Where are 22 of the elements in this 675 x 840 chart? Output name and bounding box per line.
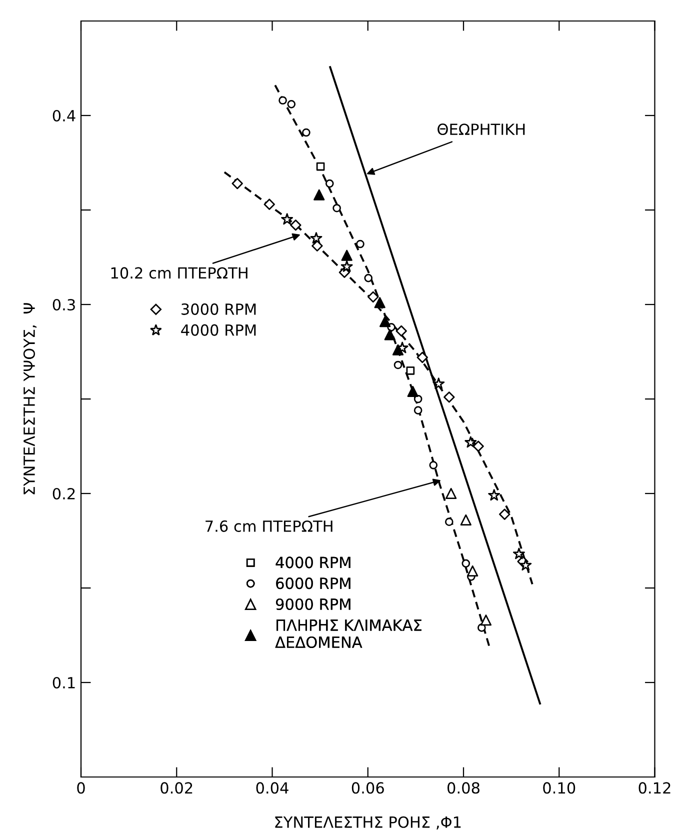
y-axis-title: ΣΥΝΤΕΛΕΣΤΗΣ ΥΨΟΥΣ, Ψ	[23, 303, 37, 494]
x-tick-label: 0	[77, 782, 85, 794]
x-tick-label: 0.02	[160, 782, 192, 794]
x-tick-label: 0.04	[256, 782, 288, 794]
x-axis-title: ΣΥΝΤΕΛΕΣΤΗΣ ΡΟΗΣ ,Φ1	[275, 816, 461, 830]
annotation: 10.2 cm ΠΤΕΡΩΤΗ	[111, 267, 248, 279]
y-tick-label: 0.3	[52, 298, 75, 311]
legend-label: ΠΛΗΡΗΣ ΚΛΙΜΑΚΑΣ ΔΕΔΟΜΕΝΑ	[275, 620, 422, 648]
x-tick-label: 0.08	[448, 782, 480, 794]
x-tick-label: 0.10	[543, 782, 576, 794]
y-tick-label: 0.4	[52, 110, 76, 122]
legend-label: 6000 RPM	[276, 578, 350, 590]
legend-label: 9000 RPM	[276, 598, 350, 610]
x-tick-label: 0.12	[638, 782, 670, 794]
annotation: ΘΕΩΡΗΤΙΚΗ	[438, 123, 525, 136]
y-tick-label: 0.2	[52, 488, 75, 500]
x-tick-label: 0.06	[352, 782, 384, 794]
legend-label: 4000 RPM	[276, 556, 350, 568]
legend-label: 3000 RPM	[182, 303, 256, 315]
y-tick-label: 0.1	[52, 676, 75, 689]
legend-label: 4000 RPM	[181, 324, 256, 336]
annotation: 7.6 cm ΠΤΕΡΩΤΗ	[206, 520, 332, 532]
